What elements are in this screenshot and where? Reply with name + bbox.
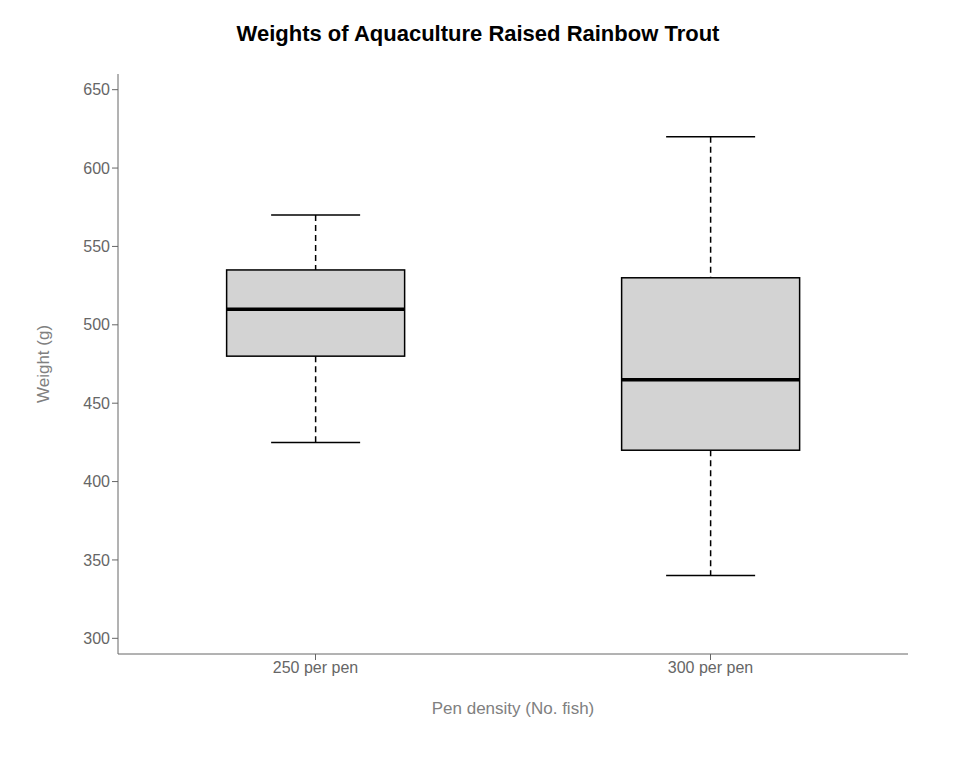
html-text:Weights of Aquaculture Raised: Weights of Aquaculture Raised Rainbow Tr… [236, 21, 720, 46]
svg-text:250 per pen: 250 per pen [273, 659, 358, 676]
svg-text:Pen density (No. fish): Pen density (No. fish) [432, 699, 595, 718]
svg-text:600: 600 [83, 160, 110, 177]
svg-text:650: 650 [83, 81, 110, 98]
svg-text:450: 450 [83, 395, 110, 412]
svg-text:400: 400 [83, 473, 110, 490]
svg-text:500: 500 [83, 316, 110, 333]
svg-text:300: 300 [83, 630, 110, 647]
svg-text:300 per pen: 300 per pen [668, 659, 753, 676]
svg-text:350: 350 [83, 552, 110, 569]
svg-text:550: 550 [83, 238, 110, 255]
svg-text:Weight (g): Weight (g) [34, 325, 53, 403]
